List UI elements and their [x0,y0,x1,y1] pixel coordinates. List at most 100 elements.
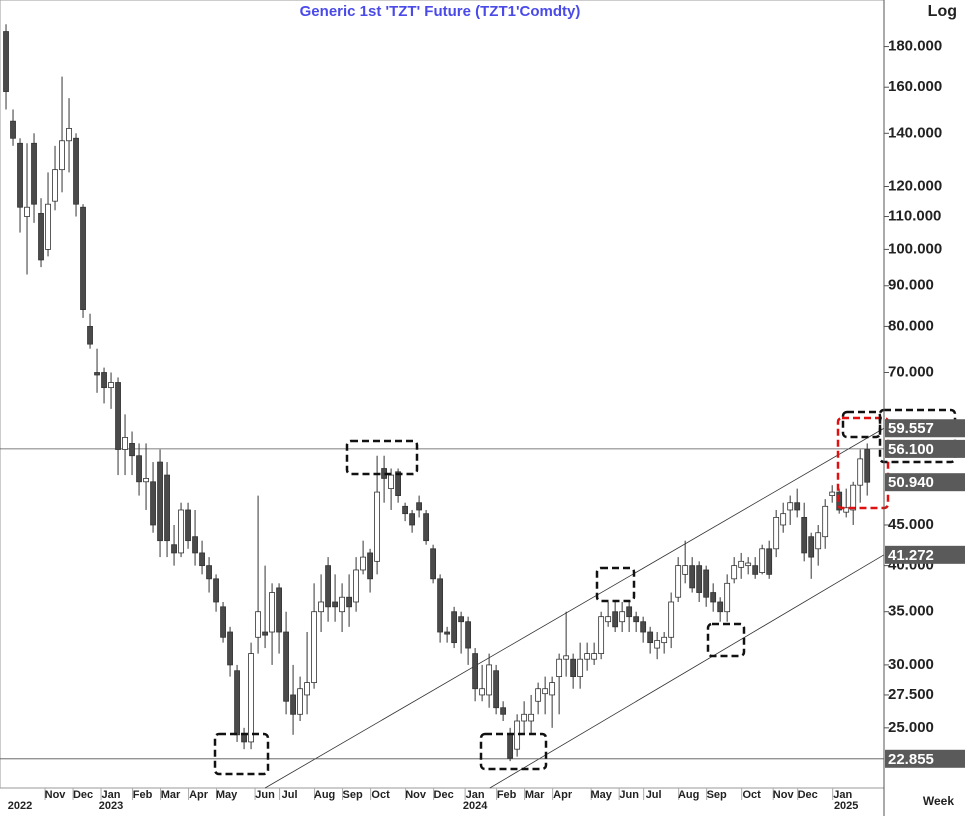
chart-title: Generic 1st 'TZT' Future (TZT1'Comdty) [300,3,581,20]
candle-body [290,694,296,715]
candle-body [339,596,345,613]
candle-body [122,436,128,450]
x-tick-label: Jul [282,789,298,801]
candle-body [472,653,479,690]
candle-body [402,505,409,515]
dashed-box [878,408,957,464]
candle-body [150,481,156,526]
dashed-box [345,439,419,476]
candle-body [808,536,815,558]
candle-body [248,653,254,743]
candle-body [416,502,423,511]
candle-body [297,688,303,715]
year-label: 2025 [834,800,858,812]
x-tick-label: Aug [314,789,335,801]
candle-body [794,502,801,511]
candle-body [59,140,65,171]
x-tick-label: Mar [161,789,181,801]
candle-body [360,556,366,571]
x-tick-label: Jun [255,789,275,801]
candle-body [864,449,871,483]
candle-body [661,636,668,644]
candle-body [486,664,493,696]
candle-body [843,507,850,513]
candle-body [38,212,44,261]
x-tick-label: Dec [798,789,818,801]
candle-body [241,734,247,743]
x-tick-label: Oct [371,789,390,801]
candle-body [304,682,310,696]
candle-body [318,601,324,613]
candle-body [388,474,394,490]
candle-body [850,484,857,511]
price-label-box [885,439,965,458]
x-tick-label: Nov [405,789,427,801]
candle-body [255,611,261,638]
candle-body [451,611,458,644]
candle-body [542,688,549,695]
candle-body [479,688,486,696]
x-tick-label: Sep [707,789,727,801]
candle-body [591,653,598,660]
candle-body [325,565,331,608]
candle-body [31,142,37,205]
candle-body [283,631,289,702]
x-tick-label: Feb [497,789,517,801]
price-label: 41.272 [888,547,934,564]
x-tick-label: Dec [434,789,454,801]
candle-body [171,544,177,554]
candle-body [528,713,535,722]
candle-body [269,592,275,633]
price-label-box [885,419,965,438]
candle-body [164,474,170,542]
x-tick-label: Nov [45,789,67,801]
x-tick-label: May [590,789,612,801]
candle-body [52,169,58,202]
candle-body [612,611,619,628]
dashed-box [213,732,270,776]
candle-body [24,206,30,217]
y-tick-label: 27.500 [888,686,934,703]
candle-body [668,601,675,638]
x-tick-label: May [216,789,238,801]
candle-body [87,326,93,345]
candle-body [815,532,822,550]
candle-body [682,565,689,575]
x-tick-label: Apr [553,789,573,801]
candle-body [619,611,626,623]
candle-body [192,536,198,554]
candle-body [276,587,282,633]
candle-body [654,640,661,649]
candle-body [507,734,514,759]
candle-body [689,565,696,589]
candle-body [94,372,100,376]
candle-body [395,471,402,496]
candle-body [752,565,759,575]
candle-body [535,688,542,702]
candle-body [17,142,23,208]
candle-body [822,505,829,538]
candle-body [675,565,682,598]
x-tick-label: Oct [743,789,762,801]
y-tick-label: 30.000 [888,656,934,673]
candle-body [178,509,184,554]
dashed-box [595,566,636,603]
x-tick-label: Jan [102,789,121,801]
candle-body [465,621,472,649]
y-tick-label: 70.000 [888,363,934,380]
y-tick-label: 180.000 [888,38,942,55]
trend-line [489,554,885,789]
candle-body [640,621,647,633]
candle-body [213,578,219,603]
candle-body [787,502,794,511]
candle-body [129,443,135,457]
year-label: 2023 [99,800,123,812]
candle-body [731,565,738,580]
candle-body [458,616,465,623]
candle-body [717,601,724,613]
x-tick-label: Aug [678,789,699,801]
candle-body [66,127,72,142]
candle-body [10,120,16,139]
annotations [213,408,957,776]
